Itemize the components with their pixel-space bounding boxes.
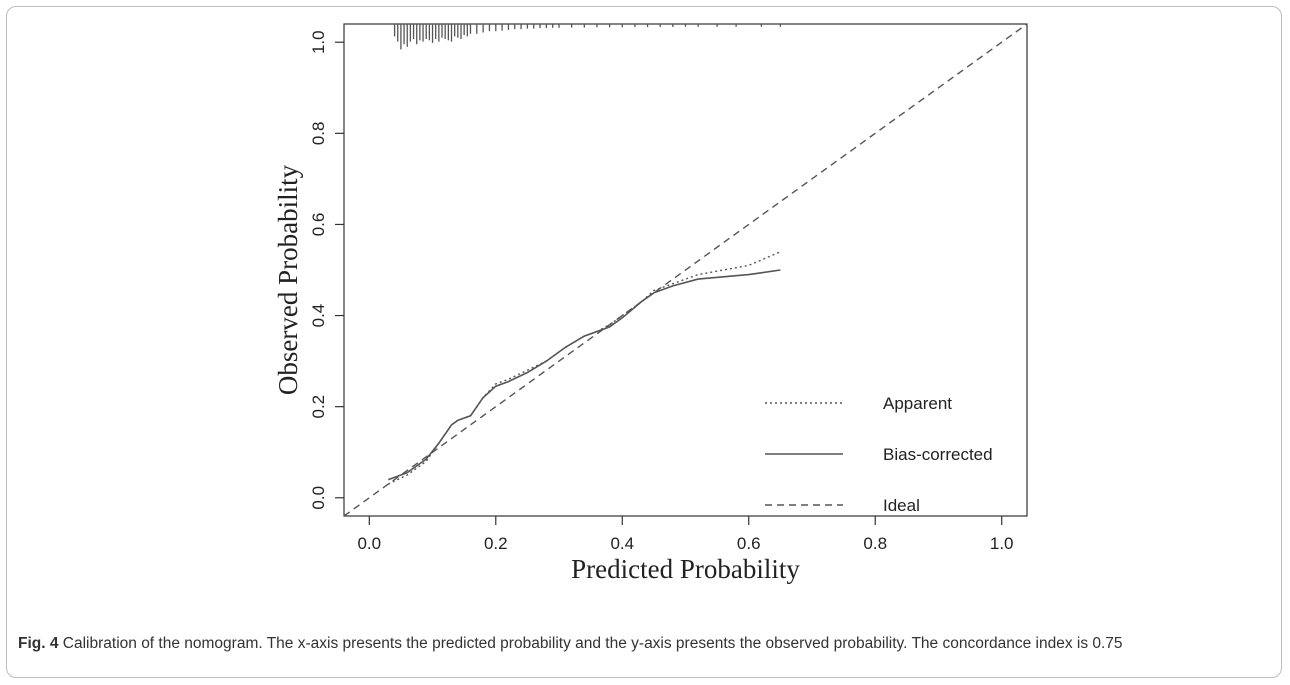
x-axis-title: Predicted Probability bbox=[571, 554, 800, 584]
x-tick-label: 0.4 bbox=[610, 534, 634, 553]
y-axis-title: Observed Probability bbox=[273, 164, 303, 395]
y-tick-label: 1.0 bbox=[309, 30, 328, 54]
series-line-ideal bbox=[343, 23, 1028, 517]
legend-label: Ideal bbox=[883, 496, 920, 515]
y-tick-label: 0.8 bbox=[309, 122, 328, 146]
legend-label: Bias-corrected bbox=[883, 445, 993, 464]
x-tick-label: 0.2 bbox=[484, 534, 508, 553]
figure-caption: Fig. 4 Calibration of the nomogram. The … bbox=[18, 633, 1268, 655]
figure-frame bbox=[6, 6, 1282, 678]
x-tick-label: 0.8 bbox=[863, 534, 887, 553]
y-tick-label: 0.2 bbox=[309, 395, 328, 419]
caption-label: Fig. 4 bbox=[18, 635, 59, 652]
series-line-apparent bbox=[387, 251, 781, 485]
y-tick-label: 0.6 bbox=[309, 213, 328, 237]
y-tick-label: 0.4 bbox=[309, 304, 328, 328]
x-tick-label: 0.0 bbox=[357, 534, 381, 553]
calibration-chart: 0.0 0.2 0.4 0.6 0.8 1.0 0.0 0.2 0.4 0.6 0.8 1.0 Pred… bbox=[273, 23, 1028, 584]
x-tick-label: 0.6 bbox=[737, 534, 761, 553]
series-line-bias-corrected bbox=[388, 269, 781, 481]
y-tick-label: 0.0 bbox=[309, 486, 328, 510]
caption-text: Calibration of the nomogram. The x-axis … bbox=[58, 635, 1123, 652]
x-tick-label: 1.0 bbox=[990, 534, 1014, 553]
legend-label: Apparent bbox=[883, 394, 952, 413]
